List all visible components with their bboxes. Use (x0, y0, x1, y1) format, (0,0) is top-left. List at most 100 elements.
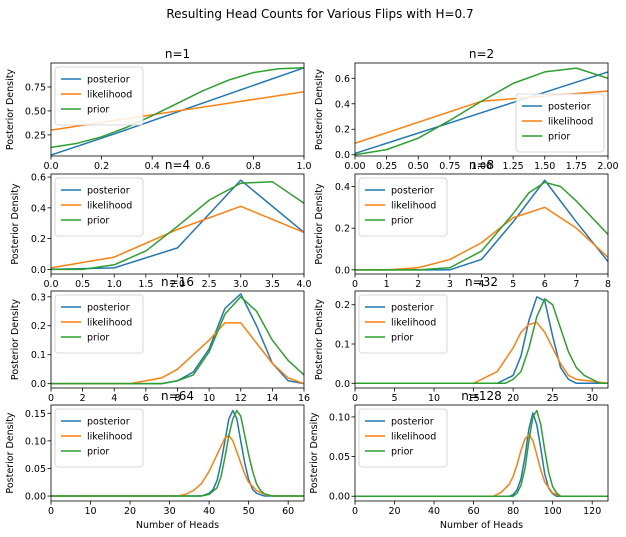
y-tick-label: 0.3 (31, 292, 46, 303)
x-tick-label: 7 (573, 279, 579, 290)
y-tick-label: 0.0 (31, 265, 46, 276)
series-line-likelihood (354, 90, 609, 144)
x-tick-label: 0 (48, 393, 54, 404)
legend-box (358, 408, 448, 468)
y-tick-label: 0.00 (25, 492, 46, 503)
legend-label-prior: prior (87, 216, 109, 227)
x-tick-label: 1.00 (471, 161, 492, 172)
x-axis-label: Number of Heads (136, 520, 219, 531)
y-tick-label: 0.10 (329, 412, 350, 423)
y-tick-label: 0.2 (335, 300, 350, 311)
figure-suptitle: Resulting Head Counts for Various Flips … (166, 7, 473, 21)
x-tick-label: 12 (235, 393, 247, 404)
y-tick-label: 0.05 (329, 452, 350, 463)
legend-label-prior: prior (87, 447, 109, 458)
legend-label-likelihood: likelihood (87, 90, 132, 101)
y-tick-label: 0.2 (335, 224, 350, 235)
legend-label-posterior: posterior (548, 102, 591, 113)
x-tick-label: 8 (605, 279, 611, 290)
y-tick-label: 0.2 (335, 125, 350, 136)
x-tick-label: 0.2 (94, 161, 109, 172)
y-tick-label: 0.15 (25, 409, 46, 420)
series-line-posterior (50, 67, 305, 156)
x-tick-label: 2.00 (597, 161, 618, 172)
series-line-prior (354, 67, 609, 156)
y-tick-label: 0.50 (25, 106, 46, 117)
x-tick-label: 80 (507, 506, 519, 517)
x-tick-label: 1.0 (296, 161, 311, 172)
x-tick-label: 120 (583, 506, 601, 517)
legend-label-posterior: posterior (87, 75, 130, 86)
legend-label-prior: prior (87, 105, 109, 116)
x-tick-label: 4 (111, 393, 117, 404)
chart-panel-3: 0.0 0.5 1.0 1.5 2.0 2.5 3.0 3.5 4.0 0.0 0.2 0.4 0.6 n… (10, 158, 312, 290)
x-tick-label: 50 (243, 506, 255, 517)
legend: posterior likelihood prior (358, 177, 448, 237)
y-axis-label: Posterior Density (10, 299, 21, 380)
legend-box (54, 408, 144, 468)
series-line-prior (355, 181, 609, 271)
x-tick-label: 4 (478, 279, 484, 290)
legend: posterior likelihood prior (358, 408, 448, 468)
x-tick-label: 3 (447, 279, 453, 290)
legend: posterior likelihood prior (358, 294, 448, 354)
legend-label-prior: prior (548, 132, 570, 143)
x-tick-label: 14 (266, 393, 278, 404)
y-axis-label: Posterior Density (5, 69, 16, 150)
legend-label-posterior: posterior (87, 186, 130, 197)
x-tick-label: 60 (468, 506, 480, 517)
x-tick-label: 20 (507, 393, 519, 404)
y-axis-label: Posterior Density (314, 299, 325, 380)
y-tick-label: 0.2 (31, 321, 46, 332)
legend: posterior likelihood prior (54, 66, 144, 126)
legend-label-likelihood: likelihood (391, 432, 436, 443)
x-tick-label: 6 (542, 279, 548, 290)
subplot-grid: 0.0 0.2 0.4 0.6 0.8 1.00.250.500.75n=1Posteri… (5, 47, 619, 531)
y-tick-label: 0.0 (31, 379, 46, 390)
series-line-posterior (51, 409, 304, 497)
panel-title: n=16 (161, 275, 194, 289)
chart-panel-8: 0 20 40 60 80 100 1200.000.050.10n=128Posterio… (309, 389, 609, 531)
series-line-prior (51, 409, 304, 497)
legend-box (358, 294, 448, 354)
series-line-prior (50, 67, 305, 149)
x-tick-label: 10 (84, 506, 96, 517)
legend-label-likelihood: likelihood (391, 318, 436, 329)
panel-title: n=64 (161, 389, 194, 403)
x-tick-label: 30 (586, 393, 598, 404)
legend-box (358, 177, 448, 237)
x-tick-label: 3.0 (233, 279, 248, 290)
y-tick-label: 0.05 (25, 464, 46, 475)
axes-frame (50, 62, 305, 157)
y-tick-label: 0.0 (335, 265, 350, 276)
y-tick-label: 0.4 (335, 182, 350, 193)
legend-label-prior: prior (391, 333, 413, 344)
x-tick-label: 3.5 (265, 279, 280, 290)
x-tick-label: 10 (428, 393, 440, 404)
legend-label-posterior: posterior (87, 417, 130, 428)
series-line-prior (51, 296, 305, 385)
panel-title: n=128 (461, 389, 502, 403)
x-tick-label: 0.25 (376, 161, 397, 172)
x-tick-label: 20 (124, 506, 136, 517)
panel-title: n=2 (469, 47, 494, 61)
legend: posterior likelihood prior (54, 177, 144, 237)
y-axis-label: Posterior Density (10, 183, 21, 264)
x-tick-label: 0 (48, 506, 54, 517)
x-tick-label: 15 (468, 393, 480, 404)
panel-title: n=4 (165, 158, 190, 172)
legend-label-likelihood: likelihood (87, 201, 132, 212)
x-tick-label: 1 (384, 279, 390, 290)
y-tick-label: 0.6 (335, 74, 350, 85)
x-tick-label: 0.75 (439, 161, 460, 172)
panel-title: n=32 (465, 275, 498, 289)
x-tick-label: 20 (388, 506, 400, 517)
series-line-posterior (355, 296, 608, 385)
x-tick-label: 30 (164, 506, 176, 517)
legend-label-likelihood: likelihood (548, 117, 593, 128)
y-tick-label: 0.25 (25, 130, 46, 141)
legend-label-prior: prior (391, 216, 413, 227)
x-tick-label: 0.4 (145, 161, 160, 172)
x-tick-label: 25 (547, 393, 559, 404)
x-tick-label: 2 (80, 393, 86, 404)
